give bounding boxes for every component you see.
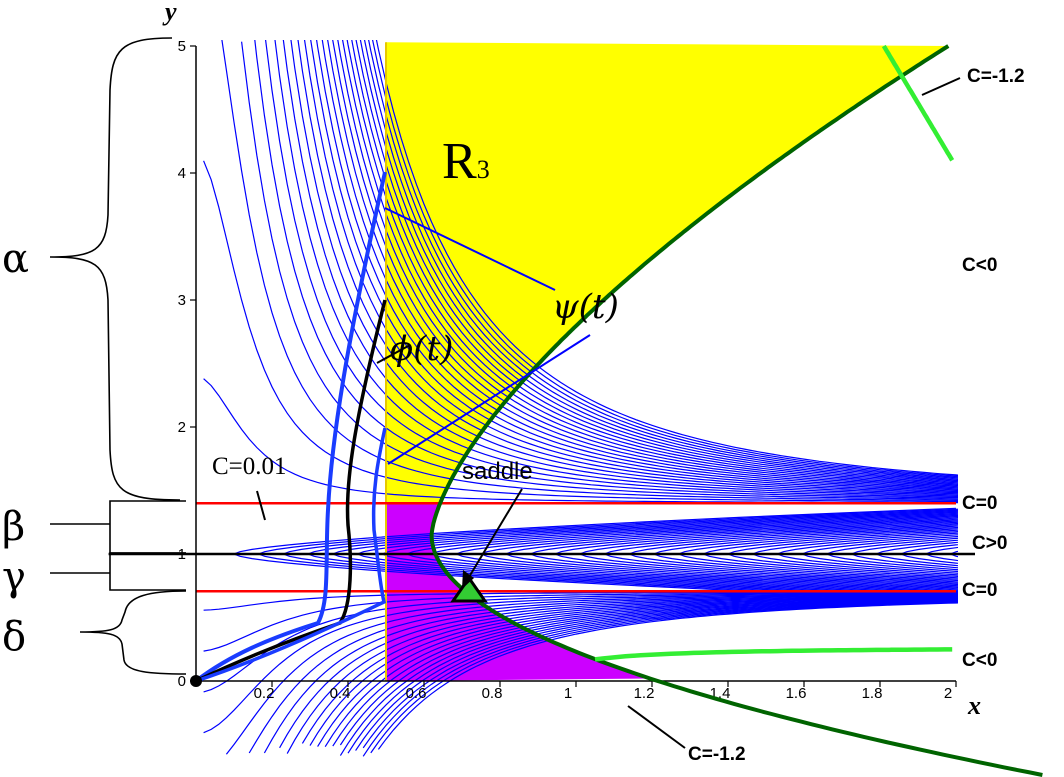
alpha-label: α (2, 236, 29, 282)
c-0.01-label: C=0.01 (212, 453, 287, 480)
region-r3-label: R3 (442, 133, 490, 190)
delta-label: δ (2, 614, 26, 660)
level-curve-lower (286, 595, 958, 754)
phi-label: ϕ(t) (390, 329, 453, 369)
x-tick-label: 1.8 (862, 685, 883, 702)
gamma-label: γ (2, 554, 26, 600)
c-gt0-label: C>0 (972, 533, 1007, 554)
c-lt0-lower-label: C<0 (962, 650, 997, 671)
region-r3-letter: R (442, 133, 477, 190)
x-axis-name: x (967, 691, 981, 720)
level-curve-upper (337, 40, 958, 486)
trajectory-psi-outer (194, 171, 387, 683)
level-curve-upper (310, 40, 958, 492)
x-tick-label: 0.2 (254, 685, 275, 702)
psi-leader-upper (384, 207, 556, 291)
region-r3-subscript: 3 (477, 155, 490, 184)
level-curve-upper (264, 40, 958, 498)
level-curve-lower (339, 598, 958, 746)
level-curve-upper (327, 40, 958, 488)
y-tick-label: 5 (178, 38, 186, 55)
level-curves (203, 40, 958, 757)
y-tick-label: 4 (178, 165, 186, 182)
x-tick-label: 1 (564, 685, 572, 702)
cneg-bottom-leader (627, 705, 686, 749)
trajectory-psi-inner (195, 427, 387, 683)
level-curve-lower (309, 596, 958, 746)
saddle-marker (450, 575, 488, 603)
level-curve-upper (341, 40, 958, 485)
gamma-bracket (50, 552, 186, 591)
level-curve-upper (359, 40, 958, 481)
x-tick-label: 1.2 (634, 685, 655, 702)
level-curve-upper (346, 40, 958, 484)
y-tick-label: 0 (178, 673, 186, 690)
x-tick-label: 2 (944, 685, 952, 702)
y-tick-label: 1 (178, 546, 186, 563)
level-curve-upper (290, 40, 958, 495)
c-neg-1.2-bottom-label: C=-1.2 (688, 744, 746, 765)
saddle-arrowhead (462, 570, 474, 589)
delta-brace (79, 590, 187, 675)
origin-point (190, 675, 202, 687)
level-curve-upper (321, 40, 958, 489)
x-tick-label: 0.4 (330, 685, 351, 702)
c-eq0-upper-label: C=0 (962, 493, 997, 514)
level-curve-upper (368, 40, 958, 478)
level-curve-lower (362, 600, 958, 749)
level-curve-upper (316, 40, 958, 490)
level-curve-upper (332, 40, 958, 487)
level-curve-upper (355, 40, 958, 482)
y-axis-ticks: 0 1 2 3 4 5 (178, 38, 196, 690)
y-tick-label: 3 (178, 292, 186, 309)
level-curve-lower (317, 597, 958, 747)
cneg-top-leader (921, 77, 961, 96)
level-curve-upper (254, 40, 958, 499)
beta-label: β (2, 504, 25, 550)
level-curve-upper (375, 40, 958, 476)
level-curve-upper (221, 40, 958, 501)
level-curve-lower (301, 596, 958, 744)
x-tick-label: 0.6 (406, 685, 427, 702)
x-axis-ticks: 0.2 0.4 0.6 0.8 1 1.2 1.4 1.6 1.8 2 (254, 681, 957, 702)
beta-bracket (50, 500, 186, 554)
level-curve-lower (377, 602, 958, 750)
y-axis-name: y (162, 0, 177, 26)
level-curve-upper (297, 40, 958, 494)
trajectory-phi (195, 299, 387, 683)
region-r3-yellow (386, 42, 949, 504)
level-curve-upper (241, 41, 958, 500)
c-lt0-upper-label: C<0 (962, 255, 997, 276)
psi-leader-lower (387, 334, 591, 465)
saddle-leader (465, 488, 523, 583)
x-tick-label: 0.8 (482, 685, 503, 702)
separatrix-curve (429, 44, 1043, 777)
braces (49, 37, 187, 675)
alpha-brace (49, 37, 181, 501)
c-eq0-lower-label: C=0 (962, 580, 997, 601)
level-curve-upper (303, 40, 958, 493)
c-neg-1.2-top-label: C=-1.2 (967, 66, 1025, 87)
psi-label: ψ(t) (552, 287, 619, 327)
level-curve-upper (371, 40, 958, 477)
leader-lines (256, 77, 961, 749)
y-tick-label: 2 (178, 419, 186, 436)
saddle-label: saddle (462, 458, 533, 485)
x-tick-label: 1.6 (786, 685, 807, 702)
c-neg-1.2-curve-bottom (594, 647, 953, 662)
level-curve-upper (351, 40, 958, 483)
level-curve-upper (282, 40, 958, 496)
c-neg-1.2-curve-top (881, 44, 955, 162)
region-magenta (386, 503, 650, 681)
phi-leader (376, 344, 411, 364)
level-curve-upper (363, 40, 958, 479)
level-curve-upper (274, 40, 958, 497)
c001-leader (256, 490, 266, 521)
